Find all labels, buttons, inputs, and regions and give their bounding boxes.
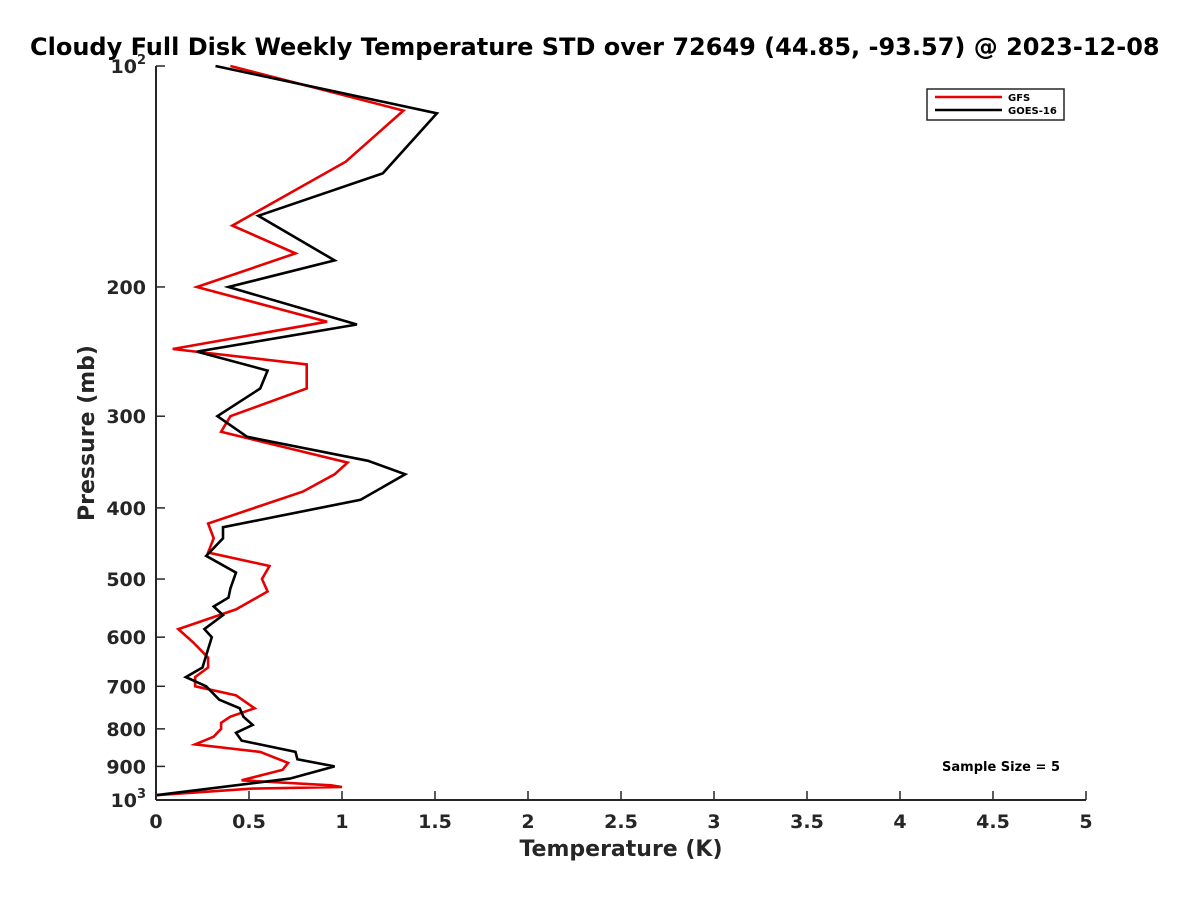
legend-label-goes16: GOES-16 (1008, 106, 1057, 117)
y-tick-label: 500 (106, 569, 146, 591)
x-tick-label: 1.5 (418, 811, 452, 833)
x-tick-label: 3 (707, 811, 720, 833)
plot-background (156, 66, 1086, 800)
y-ticks: 102 200 300 400 500 600 700 800 900 103 (106, 53, 165, 812)
y-axis-label: Pressure (mb) (75, 345, 100, 521)
legend: GFS GOES-16 (926, 88, 1065, 121)
y-tick-label: 400 (106, 498, 146, 520)
y-tick-label: 300 (106, 406, 146, 428)
x-tick-label: 4 (893, 811, 906, 833)
y-tick-label: 600 (106, 627, 146, 649)
x-tick-label: 2.5 (604, 811, 638, 833)
x-tick-label: 2 (521, 811, 534, 833)
x-axis-label: Temperature (K) (519, 837, 722, 862)
x-tick-label: 4.5 (976, 811, 1010, 833)
x-tick-label: 3.5 (790, 811, 824, 833)
y-tick-label: 103 (111, 787, 147, 812)
y-tick-label: 700 (106, 676, 146, 698)
axes-layer: 0 0.5 1 1.5 2 2.5 3 3.5 4 4.5 5 102 200 300 400 500 600… (106, 53, 1092, 833)
x-tick-label: 5 (1079, 811, 1092, 833)
legend-box (926, 88, 1065, 121)
plot-area (155, 64, 1086, 800)
series-line-gfs (155, 64, 407, 797)
x-tick-label: 0 (149, 811, 162, 833)
y-tick-label: 200 (106, 277, 146, 299)
legend-label-gfs: GFS (1008, 93, 1030, 104)
chart-title: Cloudy Full Disk Weekly Temperature STD … (30, 33, 1160, 61)
x-tick-label: 0.5 (232, 811, 266, 833)
y-tick-label: 800 (106, 719, 146, 741)
y-tick-label: 102 (111, 53, 147, 78)
x-ticks: 0 0.5 1 1.5 2 2.5 3 3.5 4 4.5 5 (149, 791, 1093, 833)
y-tick-label: 900 (106, 756, 146, 778)
sample-size-annotation: Sample Size = 5 (942, 760, 1060, 775)
series-line-goes16 (155, 64, 440, 797)
series-layer (155, 64, 440, 797)
x-tick-label: 1 (335, 811, 348, 833)
